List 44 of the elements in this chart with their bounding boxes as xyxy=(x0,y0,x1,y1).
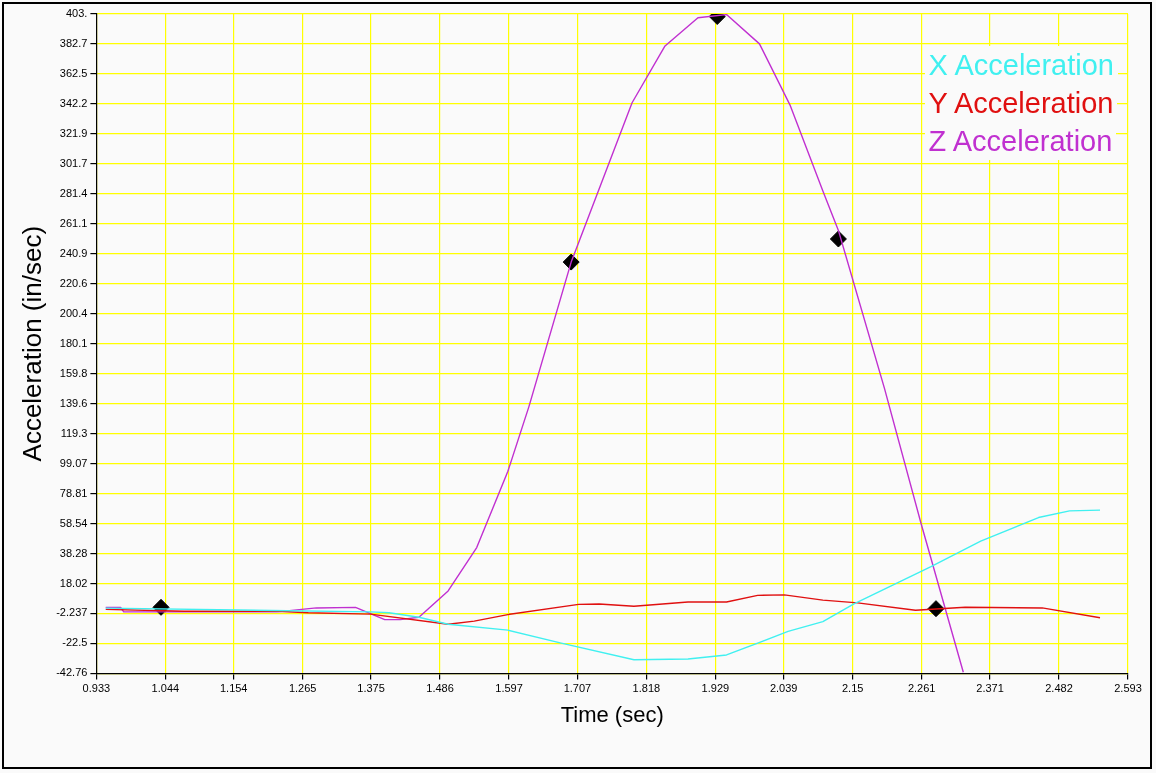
y-tick-label: 220.6 xyxy=(59,276,88,289)
x-tick-label: 1.707 xyxy=(563,682,592,695)
y-tick-label: -22.5 xyxy=(62,636,88,649)
y-tick-label: 38.28 xyxy=(59,546,88,559)
y-tick-label: 200.4 xyxy=(59,306,88,319)
y-axis-title: Acceleration (in/sec) xyxy=(16,225,47,462)
y-tick-label: 139.6 xyxy=(59,396,88,409)
y-tick-label: 58.54 xyxy=(59,516,88,529)
y-tick-label: -42.76 xyxy=(56,666,88,679)
x-tick-label: 1.265 xyxy=(288,682,317,695)
y-tick-label: 382.7 xyxy=(59,37,88,50)
text: Y Acceleration xyxy=(924,84,1118,122)
y-tick-label: 240.9 xyxy=(59,246,88,259)
y-tick-label: 321.9 xyxy=(59,127,88,139)
y-tick-label: 301.7 xyxy=(59,156,88,169)
x-tick-label: 1.044 xyxy=(151,682,180,695)
y-tick-label: -2.237 xyxy=(56,606,88,619)
x-tick-label: 1.597 xyxy=(495,682,523,695)
text: X Acceleration xyxy=(924,46,1118,84)
x-tick-label: 0.933 xyxy=(82,682,111,695)
x-tick-label: 1.154 xyxy=(219,682,248,695)
y-tick-label: 119.3 xyxy=(60,426,88,439)
x-tick-label: 1.818 xyxy=(632,682,661,695)
x-tick-label: 1.929 xyxy=(701,682,730,695)
x-tick-label: 2.482 xyxy=(1045,682,1073,695)
x-tick-label: 2.593 xyxy=(1114,682,1142,695)
x-tick-label: 2.15 xyxy=(841,682,864,695)
x-tick-label: 2.039 xyxy=(769,682,798,695)
y-tick-label: 78.81 xyxy=(59,486,88,499)
y-tick-label: 403. xyxy=(65,7,88,20)
text: Z Acceleration xyxy=(924,122,1117,160)
x-axis-title: Time (sec) xyxy=(560,701,664,727)
y-tick-label: 261.1 xyxy=(59,216,88,229)
y-tick-label: 281.4 xyxy=(59,186,88,199)
y-tick-label: 99.07 xyxy=(59,456,88,469)
y-tick-label: 159.8 xyxy=(59,366,88,379)
x-tick-label: 2.371 xyxy=(976,682,1004,695)
x-tick-label: 1.486 xyxy=(426,682,454,695)
y-tick-label: 180.1 xyxy=(59,336,88,349)
y-tick-label: 342.2 xyxy=(59,96,88,109)
x-tick-label: 1.375 xyxy=(357,682,385,695)
y-tick-label: 362.5 xyxy=(59,66,88,79)
x-tick-label: 2.261 xyxy=(907,682,936,695)
y-tick-label: 18.02 xyxy=(59,576,88,589)
